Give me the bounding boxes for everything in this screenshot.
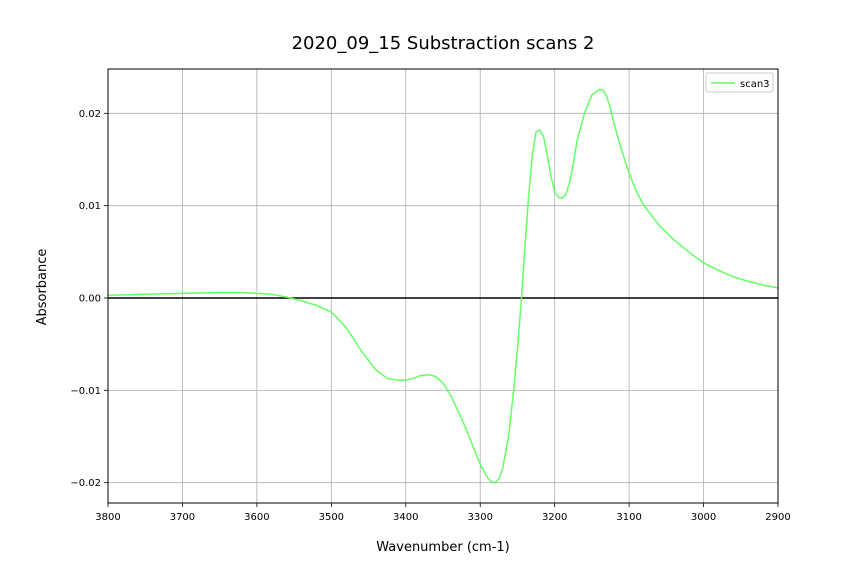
x-tick-label: 3500 — [319, 512, 344, 523]
y-axis-ticks: −0.02 −0.01 0.00 0.01 0.02 — [70, 109, 108, 489]
x-tick-label: 3400 — [393, 512, 418, 523]
x-tick-label: 3600 — [244, 512, 269, 523]
x-tick-label: 3200 — [542, 512, 567, 523]
x-tick-label: 3100 — [616, 512, 641, 523]
x-tick-label: 3800 — [95, 512, 120, 523]
y-axis-label: Absorbance — [35, 249, 50, 326]
x-axis-ticks: 3800 3700 3600 3500 3400 3300 3200 3100 3000 2900 — [95, 503, 791, 523]
y-tick-label: −0.02 — [70, 478, 101, 489]
plot-frame — [107, 68, 779, 504]
x-tick-label: 3700 — [170, 512, 195, 523]
y-tick-label: 0.01 — [79, 201, 101, 212]
y-tick-label: 0.02 — [79, 109, 101, 120]
y-tick-label: 0.00 — [79, 294, 101, 305]
series-group — [107, 88, 779, 484]
x-tick-label: 3300 — [467, 512, 492, 523]
legend-box — [705, 72, 774, 93]
x-axis-label: Wavenumber (cm-1) — [376, 540, 509, 555]
chart-title: 2020_09_15 Substraction scans 2 — [292, 33, 595, 54]
series-line-scan3 — [107, 88, 779, 484]
y-tick-label: −0.01 — [70, 386, 101, 397]
x-tick-label: 2900 — [765, 512, 790, 523]
legend: scan3 — [705, 72, 774, 93]
legend-label-scan3: scan3 — [740, 79, 770, 90]
x-tick-label: 3000 — [691, 512, 716, 523]
